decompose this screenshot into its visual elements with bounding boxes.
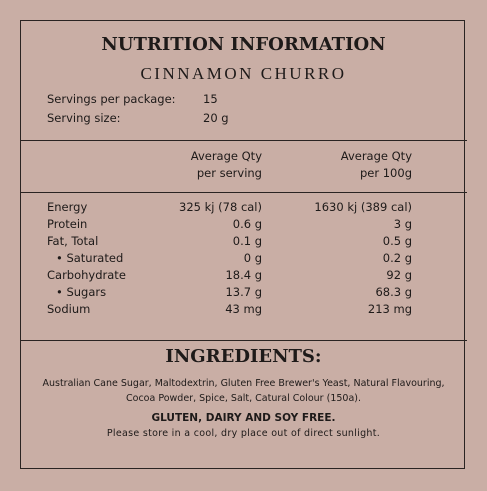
ingredients-title: INGREDIENTS:: [165, 346, 322, 367]
per-serving: 43 mg: [225, 302, 262, 316]
divider: [20, 140, 467, 141]
serving-value: 15: [203, 92, 218, 106]
nutrient-name: Protein: [47, 217, 88, 231]
per-serving: 13.7 g: [225, 285, 262, 299]
serving-value: 20 g: [203, 111, 229, 125]
subtitle: CINNAMON CHURRO: [140, 64, 347, 83]
per-100g: 213 mg: [367, 302, 412, 316]
nutrient-name: • Sugars: [56, 285, 107, 299]
nutrient-name: Sodium: [47, 302, 91, 316]
ingredients-text: Australian Cane Sugar, Maltodextrin, Glu…: [42, 378, 445, 404]
per-serving: 325 kj (78 cal): [179, 200, 262, 214]
allergen-note: GLUTEN, DAIRY AND SOY FREE.: [151, 412, 336, 424]
nutrient-name: Carbohydrate: [47, 268, 126, 282]
per-100g: 0.5 g: [382, 234, 412, 248]
per-100g: 3 g: [393, 217, 412, 231]
nutrient-name: Energy: [47, 200, 88, 214]
column-header: per serving: [196, 166, 262, 180]
per-serving: 0.6 g: [232, 217, 262, 231]
label-border: [20, 20, 465, 469]
column-header: Average Qty: [190, 149, 262, 163]
column-header: per 100g: [359, 166, 412, 180]
per-serving: 18.4 g: [225, 268, 262, 282]
nutrient-name: • Saturated: [56, 251, 124, 265]
per-100g: 0.2 g: [382, 251, 412, 265]
serving-label: Servings per package:: [47, 92, 176, 106]
per-100g: 92 g: [386, 268, 412, 282]
storage-note: Please store in a cool, dry place out of…: [106, 428, 381, 439]
divider: [20, 340, 467, 341]
per-serving: 0.1 g: [232, 234, 262, 248]
per-serving: 0 g: [243, 251, 262, 265]
per-100g: 68.3 g: [375, 285, 412, 299]
title: NUTRITION INFORMATION: [101, 34, 386, 55]
nutrient-name: Fat, Total: [47, 234, 99, 248]
column-header: Average Qty: [340, 149, 412, 163]
divider: [20, 192, 467, 193]
serving-label: Serving size:: [47, 111, 121, 125]
per-100g: 1630 kj (389 cal): [314, 200, 412, 214]
